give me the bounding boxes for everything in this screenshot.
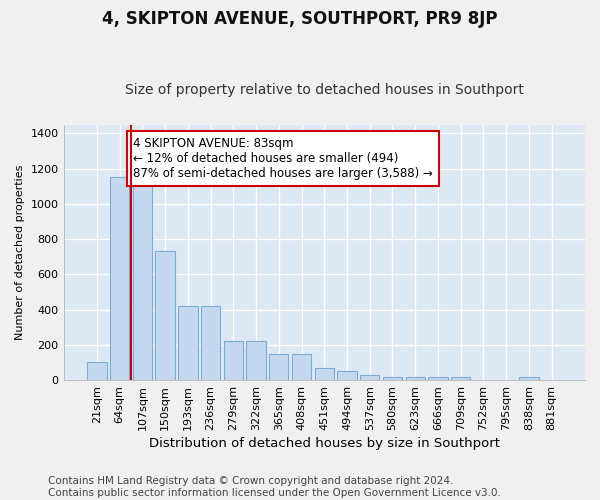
Text: 4 SKIPTON AVENUE: 83sqm
← 12% of detached houses are smaller (494)
87% of semi-d: 4 SKIPTON AVENUE: 83sqm ← 12% of detache… [133, 137, 433, 180]
Bar [383, 376, 402, 380]
Text: 4, SKIPTON AVENUE, SOUTHPORT, PR9 8JP: 4, SKIPTON AVENUE, SOUTHPORT, PR9 8JP [102, 10, 498, 28]
Bar [247, 342, 266, 380]
Bar [269, 354, 289, 380]
Bar [155, 252, 175, 380]
Title: Size of property relative to detached houses in Southport: Size of property relative to detached ho… [125, 83, 524, 97]
Bar [428, 378, 448, 380]
Bar [178, 306, 197, 380]
Bar [224, 342, 243, 380]
Text: Contains HM Land Registry data © Crown copyright and database right 2024.
Contai: Contains HM Land Registry data © Crown c… [48, 476, 501, 498]
Bar [87, 362, 107, 380]
Y-axis label: Number of detached properties: Number of detached properties [15, 164, 25, 340]
Bar [451, 378, 470, 380]
Bar [292, 354, 311, 380]
Bar [360, 375, 379, 380]
Bar [201, 306, 220, 380]
Bar [519, 378, 539, 380]
Bar [337, 372, 356, 380]
Bar [406, 378, 425, 380]
Bar [110, 176, 130, 380]
Bar [133, 176, 152, 380]
X-axis label: Distribution of detached houses by size in Southport: Distribution of detached houses by size … [149, 437, 500, 450]
Bar [314, 368, 334, 380]
